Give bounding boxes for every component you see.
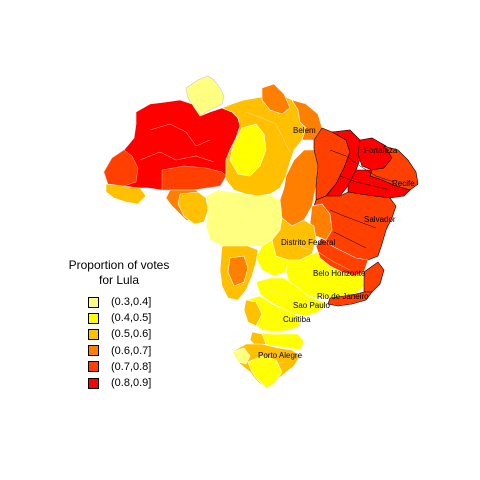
municipal-boundaries bbox=[139, 111, 351, 367]
region-amapa bbox=[261, 83, 291, 115]
legend-item: (0.5,0.6] bbox=[88, 326, 151, 342]
legend-swatch bbox=[88, 345, 99, 357]
legend-swatch bbox=[88, 377, 99, 389]
legend-item: (0.7,0.8] bbox=[88, 359, 151, 375]
region-rs-south bbox=[247, 355, 283, 389]
city-label-fortaleza: Fortaleza bbox=[364, 146, 398, 155]
city-label-sao-paulo: Sao Paulo bbox=[293, 301, 330, 310]
legend-subtitle: for Lula bbox=[98, 273, 140, 287]
city-label-salvador: Salvador bbox=[364, 215, 396, 224]
legend-label: (0.8,0.9] bbox=[111, 377, 152, 390]
region-santa-catarina bbox=[255, 331, 305, 351]
region-mato-grosso bbox=[205, 189, 283, 247]
region-rs-west bbox=[231, 347, 251, 365]
northeast-boundaries bbox=[329, 149, 395, 249]
region-espirito-santo bbox=[363, 261, 385, 293]
region-acre bbox=[105, 183, 147, 205]
legend-label: (0.4,0.5] bbox=[111, 312, 152, 325]
city-label-porto-alegre: Porto Alegre bbox=[258, 351, 303, 360]
legend-swatch bbox=[88, 312, 99, 324]
legend: (0.3,0.4] (0.4,0.5] (0.5,0.6] (0.6,0.7] … bbox=[88, 294, 151, 391]
region-ms-east bbox=[227, 255, 249, 287]
city-label-distrito-federal: Distrito Federal bbox=[281, 238, 335, 247]
region-minas-north bbox=[315, 237, 369, 277]
region-para-middle bbox=[229, 123, 267, 177]
region-mato-grosso-west bbox=[177, 191, 209, 225]
city-label-curitiba: Curitiba bbox=[283, 315, 311, 324]
city-label-belo-horizonte: Belo Horizonte bbox=[313, 269, 366, 278]
city-label-recife: Recife bbox=[392, 179, 415, 188]
legend-item: (0.3,0.4] bbox=[88, 294, 151, 310]
legend-swatch bbox=[88, 328, 99, 340]
legend-item: (0.8,0.9] bbox=[88, 375, 151, 391]
legend-swatch bbox=[88, 296, 99, 308]
region-para-east bbox=[291, 99, 323, 141]
city-label-belem: Belem bbox=[293, 126, 316, 135]
legend-label: (0.6,0.7] bbox=[111, 344, 152, 357]
legend-label: (0.5,0.6] bbox=[111, 328, 152, 341]
legend-swatch bbox=[88, 361, 99, 373]
city-label-rio-de-janeiro: Rio de Janeiro bbox=[317, 292, 369, 301]
region-rio-de-janeiro bbox=[327, 291, 373, 307]
legend-title: Proportion of votes bbox=[68, 258, 170, 272]
legend-item: (0.6,0.7] bbox=[88, 343, 151, 359]
legend-label: (0.7,0.8] bbox=[111, 360, 152, 373]
legend-label: (0.3,0.4] bbox=[111, 296, 152, 309]
region-sao-paulo bbox=[255, 277, 329, 317]
region-parana-west bbox=[243, 299, 263, 327]
legend-item: (0.4,0.5] bbox=[88, 310, 151, 326]
